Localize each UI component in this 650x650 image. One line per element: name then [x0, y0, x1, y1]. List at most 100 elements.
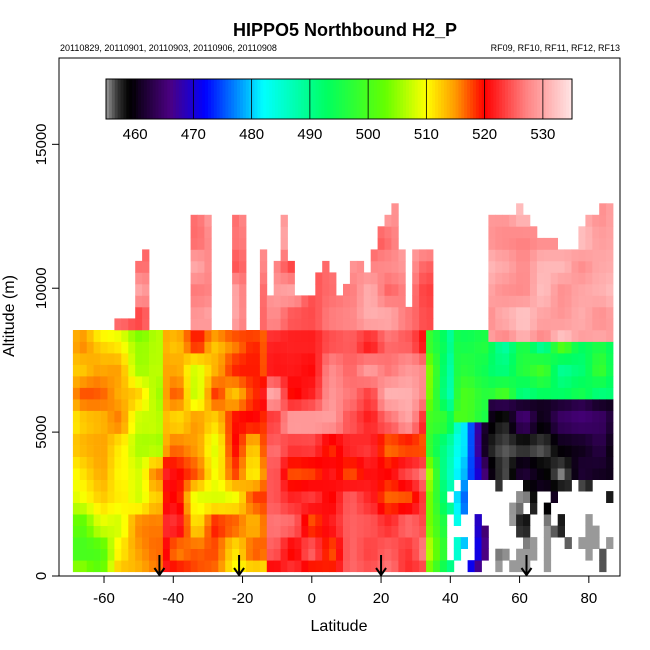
heatmap-cell — [308, 353, 316, 365]
heatmap-cell — [149, 341, 157, 354]
heatmap-cell — [557, 283, 565, 296]
heatmap-cell — [79, 537, 88, 549]
heatmap-cell — [156, 433, 164, 446]
heatmap-cell — [128, 353, 136, 365]
colorbar-swatch — [548, 79, 553, 119]
heatmap-cell — [211, 330, 219, 342]
colorbar-swatch — [455, 79, 460, 119]
heatmap-cell — [426, 479, 434, 492]
heatmap-cell — [190, 330, 198, 342]
heatmap-cell — [439, 560, 448, 573]
heatmap-cell — [301, 295, 309, 308]
heatmap-cell — [114, 525, 122, 538]
heatmap-cell — [336, 548, 344, 561]
heatmap-cell — [211, 341, 219, 354]
heatmap-cell — [467, 387, 475, 400]
heatmap-cell — [107, 364, 115, 377]
heatmap-cell — [114, 387, 122, 400]
heatmap-cell — [252, 422, 261, 434]
heatmap-cell — [183, 537, 191, 549]
colorbar-swatch — [350, 79, 355, 119]
heatmap-cell — [578, 468, 586, 480]
heatmap-cell — [564, 330, 572, 342]
heatmap-cell — [606, 491, 614, 503]
heatmap-cell — [606, 295, 614, 308]
heatmap-cell — [426, 341, 434, 354]
colorbar-swatch — [234, 79, 238, 119]
heatmap-cell — [578, 306, 586, 319]
colorbar-swatch — [566, 79, 570, 119]
heatmap-cell — [259, 376, 268, 388]
heatmap-cell — [301, 376, 309, 388]
heatmap-cell — [79, 468, 88, 480]
heatmap-cell — [204, 376, 212, 388]
heatmap-cell — [349, 560, 358, 573]
heatmap-cell — [336, 560, 344, 573]
heatmap-cell — [557, 433, 565, 446]
heatmap-cell — [176, 387, 184, 400]
heatmap-cell — [197, 318, 205, 331]
heatmap-cell — [183, 422, 191, 434]
heatmap-cell — [252, 353, 261, 365]
heatmap-cell — [405, 387, 413, 400]
heatmap-cell — [308, 341, 316, 354]
x-tick-label: 20 — [373, 590, 390, 607]
heatmap-cell — [232, 537, 240, 549]
heatmap-cell — [294, 468, 302, 480]
heatmap-cell — [571, 387, 579, 400]
heatmap-cell — [114, 399, 122, 411]
heatmap-cell — [446, 410, 455, 423]
heatmap-cell — [86, 445, 94, 457]
heatmap-cell — [204, 433, 212, 446]
heatmap-cell — [142, 468, 150, 480]
heatmap-cell — [162, 422, 171, 434]
heatmap-cell — [523, 537, 531, 549]
heatmap-cell — [169, 491, 178, 503]
heatmap-cell — [536, 433, 545, 446]
heatmap-cell — [446, 445, 455, 457]
heatmap-cell — [516, 445, 524, 457]
heatmap-cell — [329, 456, 337, 469]
heatmap-cell — [585, 283, 593, 296]
heatmap-cell — [384, 214, 392, 227]
heatmap-cell — [128, 445, 136, 457]
heatmap-cell — [280, 295, 288, 308]
colorbar-swatch — [461, 79, 465, 119]
heatmap-cell — [419, 260, 427, 273]
heatmap-cell — [571, 445, 579, 457]
heatmap-cell — [446, 330, 455, 342]
colorbar-swatch — [359, 79, 363, 119]
heatmap-cell — [225, 422, 233, 434]
heatmap-cell — [433, 364, 441, 377]
heatmap-cell — [446, 422, 455, 434]
heatmap-cell — [481, 364, 489, 377]
heatmap-cell — [578, 272, 586, 285]
heatmap-cell — [252, 502, 261, 515]
heatmap-cell — [183, 560, 191, 573]
heatmap-cell — [204, 318, 212, 331]
heatmap-cell — [412, 364, 420, 377]
heatmap-cell — [156, 376, 164, 388]
colorbar-swatch — [225, 79, 229, 119]
heatmap-cell — [135, 468, 143, 480]
heatmap-cell — [211, 560, 219, 573]
heatmap-cell — [135, 295, 143, 308]
heatmap-cell — [543, 479, 552, 492]
heatmap-cell — [578, 364, 586, 377]
heatmap-cell — [370, 514, 378, 526]
heatmap-cell — [384, 237, 392, 250]
heatmap-cell — [121, 514, 129, 526]
y-tick-label: 0 — [33, 572, 50, 580]
heatmap-cell — [481, 456, 489, 469]
heatmap-cell — [377, 399, 385, 411]
heatmap-cell — [183, 433, 191, 446]
x-tick-label: 40 — [442, 590, 459, 607]
heatmap-cell — [564, 283, 572, 296]
heatmap-cell — [530, 330, 538, 342]
colorbar-swatch — [376, 79, 381, 119]
heatmap-cell — [121, 330, 129, 342]
heatmap-cell — [356, 491, 365, 503]
heatmap-cell — [218, 491, 226, 503]
heatmap-cell — [585, 410, 593, 423]
